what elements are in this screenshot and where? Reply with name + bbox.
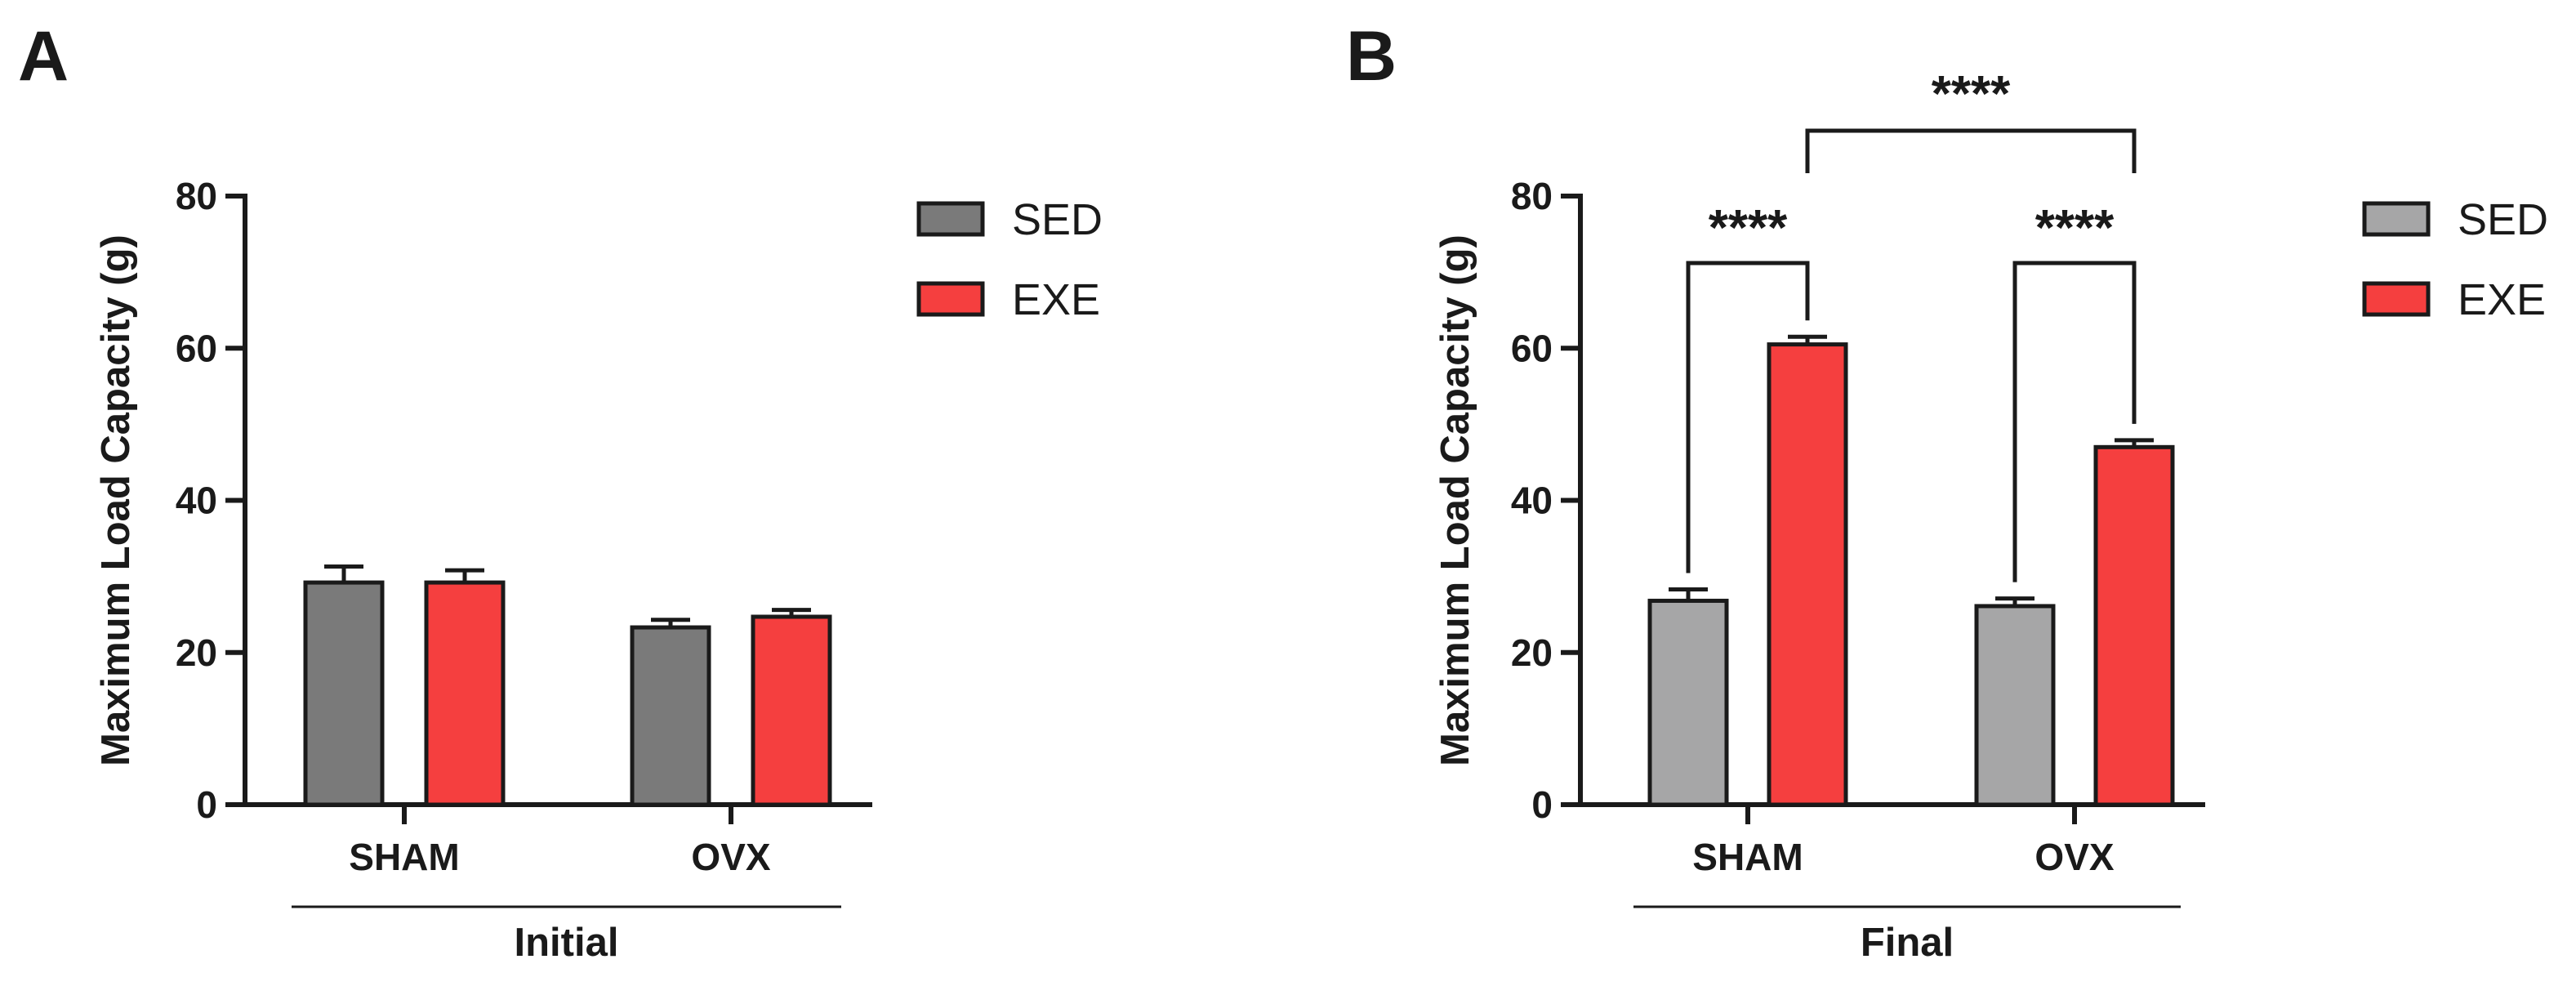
y-axis-label: Maximum Load Capacity (g) (94, 234, 138, 766)
category-label-ovx: OVX (2035, 836, 2114, 878)
bar-exe-ovx (2093, 444, 2175, 807)
panel-letter: A (18, 17, 69, 96)
y-tick-label: 0 (196, 783, 217, 826)
y-tick-label: 40 (1511, 480, 1553, 522)
bar-sed-ovx (630, 625, 711, 807)
category-label-ovx: OVX (691, 836, 770, 878)
category-label-sham: SHAM (1692, 836, 1803, 878)
bar-sed-sham (303, 580, 385, 807)
bar-exe-ovx (751, 614, 832, 807)
significance-bracket (1805, 128, 2137, 173)
x-axis-label: Final (1861, 921, 1954, 965)
significance-label: **** (1709, 200, 1788, 257)
x-axis-label: Initial (515, 921, 619, 965)
category-label-sham: SHAM (349, 836, 459, 878)
bar-exe-sham (424, 580, 506, 807)
bar-sed-sham (1647, 598, 1729, 807)
panel-a: A 0 20 40 60 80 Maximum Load Capacity (g) SHAM O… (18, 17, 1103, 965)
bar-exe-sham (1767, 342, 1848, 807)
legend-label-exe: EXE (2458, 275, 2546, 324)
y-tick-label: 80 (176, 175, 217, 217)
panel-letter: B (1346, 17, 1397, 96)
y-tick-label: 60 (176, 327, 217, 369)
legend-label-exe: EXE (1012, 275, 1100, 324)
significance-label: **** (2035, 200, 2115, 257)
panel-b: B 0 20 40 60 80 Maximum Load Capacity (g) SHAM O… (1346, 17, 2548, 965)
legend-swatch-sed (2362, 201, 2431, 237)
y-tick-label: 40 (176, 480, 217, 522)
legend-swatch-exe (2362, 281, 2431, 317)
y-tick-label: 20 (176, 631, 217, 674)
significance-bracket (1686, 261, 1810, 573)
legend-swatch-sed (916, 201, 985, 237)
y-axis-label: Maximum Load Capacity (g) (1433, 234, 1477, 766)
significance-label: **** (1932, 66, 2011, 123)
legend-swatch-exe (916, 281, 985, 317)
y-tick-label: 60 (1511, 327, 1553, 369)
y-tick-label: 0 (1531, 783, 1553, 826)
significance-bracket (2012, 261, 2137, 582)
y-tick-label: 80 (1511, 175, 1553, 217)
bar-sed-ovx (1974, 604, 2056, 807)
legend-label-sed: SED (1012, 195, 1103, 244)
legend-label-sed: SED (2458, 195, 2548, 244)
y-tick-label: 20 (1511, 631, 1553, 674)
